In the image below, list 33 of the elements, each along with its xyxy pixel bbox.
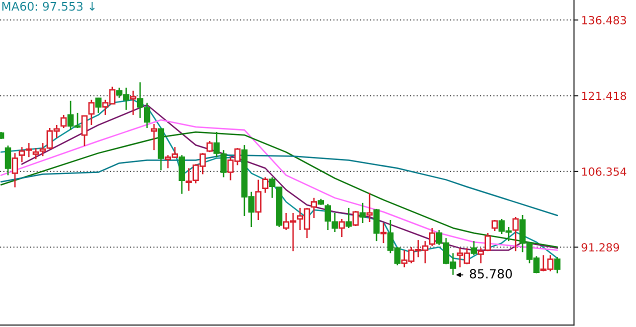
y-tick-label: 121.418 xyxy=(582,92,626,100)
candlestick xyxy=(332,212,338,233)
annotation: 85.780 xyxy=(470,269,512,278)
line-series xyxy=(0,154,558,216)
candlestick xyxy=(346,207,352,229)
candlestick xyxy=(366,192,373,223)
candlestick xyxy=(130,90,136,116)
candlestick xyxy=(470,240,477,256)
candlestick xyxy=(429,227,436,247)
y-tick-label: 136.483 xyxy=(582,16,626,24)
candlestick xyxy=(554,256,560,274)
annotation: MA60: 97.553 ↓ xyxy=(2,2,95,11)
candlestick xyxy=(338,218,345,238)
candlestick xyxy=(512,216,519,252)
candlestick xyxy=(60,114,67,129)
candlestick xyxy=(262,176,268,194)
candlestick xyxy=(255,179,262,221)
candlestick xyxy=(95,97,102,114)
candlestick xyxy=(178,154,185,195)
candlestick xyxy=(359,202,366,224)
candlestick xyxy=(380,222,387,244)
y-tick-label: 106.354 xyxy=(582,167,626,176)
y-tick-label: 91.289 xyxy=(582,243,620,252)
candlestick xyxy=(492,219,498,232)
candlestick xyxy=(4,144,12,176)
candlestick xyxy=(324,203,331,231)
candlestick xyxy=(81,115,88,147)
candlestick xyxy=(373,208,380,242)
candlestick xyxy=(310,197,318,219)
candlestick xyxy=(88,99,95,126)
candlestick xyxy=(12,152,18,188)
candlestick xyxy=(150,123,158,151)
candlestick xyxy=(352,210,359,227)
